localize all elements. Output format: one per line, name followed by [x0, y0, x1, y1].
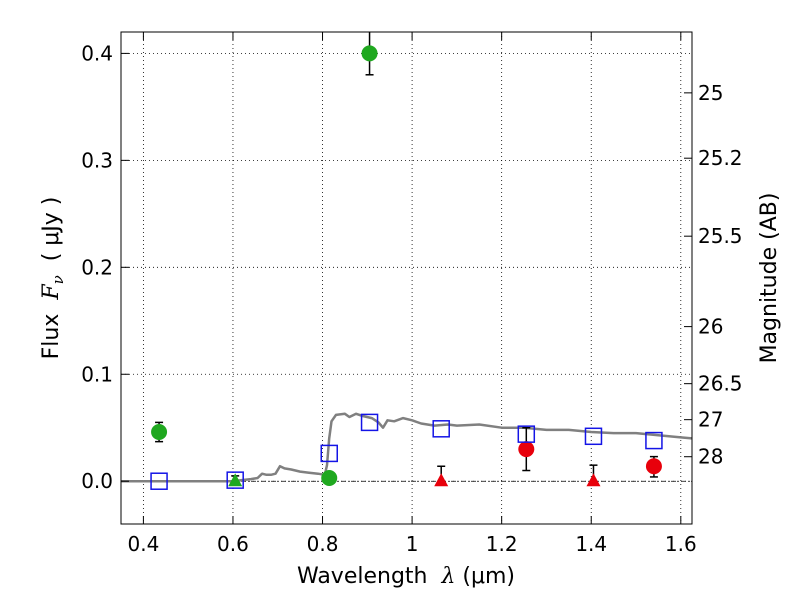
y-right-tick-label: 27	[698, 408, 723, 432]
series	[121, 32, 693, 490]
model-flux-square	[645, 431, 663, 450]
y-tick-label: 0.3	[81, 148, 113, 172]
x-tick-label: 0.8	[307, 532, 339, 556]
flux-point-circle	[151, 424, 168, 441]
y-tick-label: 0.4	[81, 41, 113, 65]
y-right-tick-label: 26	[698, 315, 723, 339]
model-flux-square	[320, 444, 338, 463]
flux-point-triangle	[434, 473, 449, 487]
model-flux-square	[432, 420, 450, 438]
model-flux-square	[360, 413, 379, 432]
x-tick-label: 1.4	[575, 532, 607, 556]
y-tick-label: 0.1	[81, 362, 113, 386]
flux-point-circle	[518, 441, 535, 458]
y-axis-right-label: Magnitude (AB)	[757, 193, 782, 364]
ticks: 0.4 0.6 0.8 1 1.2 1.4 1.6 0.0 0.1 0.2 0.3 0.4 25 25.2…	[81, 32, 743, 556]
y-right-tick-label: 25	[698, 81, 723, 105]
x-tick-label: 1	[406, 532, 419, 556]
model-flux-square	[584, 427, 603, 446]
flux-point-triangle	[586, 473, 601, 487]
y-tick-label: 0.0	[81, 469, 113, 493]
x-axis-label: Wavelength λ (μm)	[297, 564, 515, 589]
y-right-tick-label: 26.5	[698, 372, 743, 396]
flux-point-circle	[361, 45, 378, 62]
x-tick-label: 0.4	[127, 532, 159, 556]
x-tick-label: 1.2	[486, 532, 518, 556]
y-axis-label: Flux Fν ( μJy )	[39, 197, 67, 360]
plot-frame	[120, 31, 693, 525]
x-tick-label: 0.6	[217, 532, 249, 556]
flux-point-circle	[321, 470, 338, 487]
y-right-tick-label: 25.5	[698, 224, 743, 248]
model-flux-square	[150, 472, 168, 490]
model-flux-square	[517, 425, 536, 443]
model-flux-square	[226, 471, 244, 489]
y-tick-label: 0.2	[81, 255, 113, 279]
x-tick-label: 1.6	[665, 532, 697, 556]
y-right-tick-label: 28	[698, 445, 723, 469]
flux-point-circle	[645, 458, 662, 475]
flux-point-triangle	[228, 473, 243, 487]
y-right-tick-label: 25.2	[698, 146, 743, 170]
model-sed-line	[121, 412, 693, 483]
